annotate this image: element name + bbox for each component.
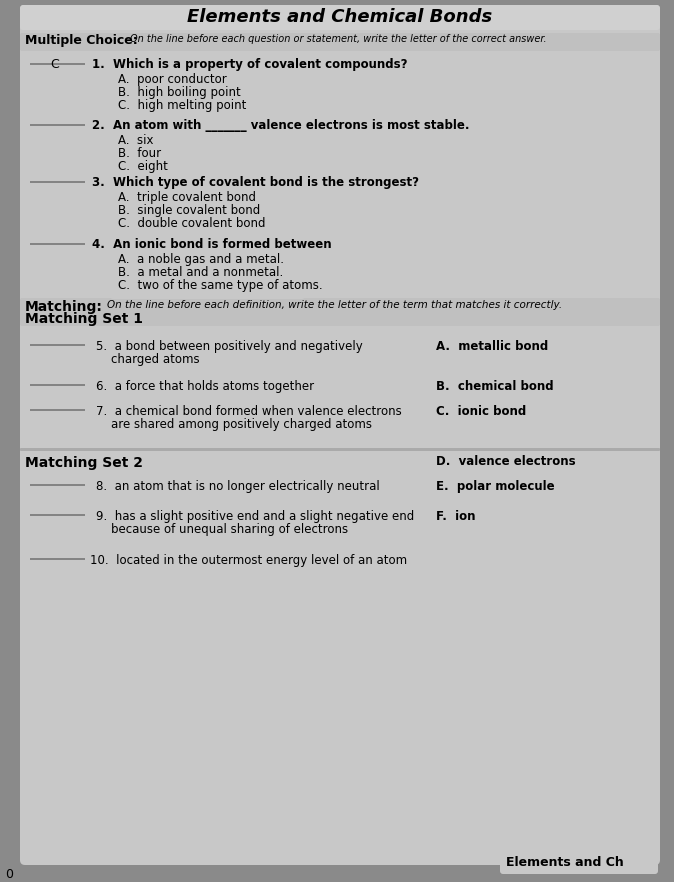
Text: 6.  a force that holds atoms together: 6. a force that holds atoms together [96, 380, 314, 393]
Text: On the line before each question or statement, write the letter of the correct a: On the line before each question or stat… [130, 34, 547, 44]
Text: A.  six: A. six [118, 134, 154, 147]
FancyBboxPatch shape [430, 403, 570, 420]
Text: B.  single covalent bond: B. single covalent bond [118, 204, 260, 217]
FancyBboxPatch shape [20, 33, 660, 51]
FancyBboxPatch shape [90, 378, 290, 395]
Text: A.  metallic bond: A. metallic bond [436, 340, 548, 353]
FancyBboxPatch shape [110, 71, 285, 119]
Text: 9.  has a slight positive end and a slight negative end: 9. has a slight positive end and a sligh… [96, 510, 415, 523]
Text: 5.  a bond between positively and negatively: 5. a bond between positively and negativ… [96, 340, 363, 353]
FancyBboxPatch shape [430, 453, 615, 470]
Text: C.  two of the same type of atoms.: C. two of the same type of atoms. [118, 279, 323, 292]
Text: 0: 0 [5, 868, 13, 881]
FancyBboxPatch shape [430, 378, 585, 395]
FancyBboxPatch shape [20, 5, 660, 865]
FancyBboxPatch shape [90, 338, 335, 368]
Text: A.  poor conductor: A. poor conductor [118, 73, 226, 86]
FancyBboxPatch shape [110, 189, 285, 237]
Text: C.  high melting point: C. high melting point [118, 99, 247, 112]
Text: Elements and Chemical Bonds: Elements and Chemical Bonds [187, 8, 493, 26]
FancyBboxPatch shape [430, 478, 590, 495]
Text: are shared among positively charged atoms: are shared among positively charged atom… [96, 418, 372, 431]
Text: B.  four: B. four [118, 147, 161, 160]
FancyBboxPatch shape [20, 298, 660, 326]
FancyBboxPatch shape [90, 508, 355, 538]
Text: Matching Set 1: Matching Set 1 [25, 312, 143, 326]
Text: Multiple Choice:: Multiple Choice: [25, 34, 137, 47]
Text: B.  high boiling point: B. high boiling point [118, 86, 241, 99]
Text: B.  a metal and a nonmetal.: B. a metal and a nonmetal. [118, 266, 283, 279]
Text: 4.  An ionic bond is formed between: 4. An ionic bond is formed between [92, 238, 332, 251]
Text: B.  chemical bond: B. chemical bond [436, 380, 553, 393]
Text: C: C [51, 58, 59, 71]
Text: 7.  a chemical bond formed when valence electrons: 7. a chemical bond formed when valence e… [96, 405, 402, 418]
FancyBboxPatch shape [20, 5, 660, 30]
Text: charged atoms: charged atoms [96, 353, 200, 366]
Text: 1.  Which is a property of covalent compounds?: 1. Which is a property of covalent compo… [92, 58, 408, 71]
Text: F.  ion: F. ion [436, 510, 475, 523]
FancyBboxPatch shape [430, 508, 530, 525]
Text: A.  triple covalent bond: A. triple covalent bond [118, 191, 256, 204]
FancyBboxPatch shape [20, 448, 660, 451]
FancyBboxPatch shape [85, 552, 360, 569]
Text: Matching:: Matching: [25, 300, 103, 314]
FancyBboxPatch shape [90, 478, 330, 495]
Text: 2.  An atom with _______ valence electrons is most stable.: 2. An atom with _______ valence electron… [92, 119, 470, 132]
Text: On the line before each definition, write the letter of the term that matches it: On the line before each definition, writ… [107, 300, 562, 310]
FancyBboxPatch shape [430, 338, 580, 355]
Text: C.  double covalent bond: C. double covalent bond [118, 217, 266, 230]
Text: E.  polar molecule: E. polar molecule [436, 480, 555, 493]
FancyBboxPatch shape [90, 403, 345, 433]
FancyBboxPatch shape [110, 251, 305, 299]
Text: C.  eight: C. eight [118, 160, 168, 173]
Text: D.  valence electrons: D. valence electrons [436, 455, 576, 468]
Text: Elements and Ch: Elements and Ch [506, 856, 623, 869]
Text: A.  a noble gas and a metal.: A. a noble gas and a metal. [118, 253, 284, 266]
Text: C.  ionic bond: C. ionic bond [436, 405, 526, 418]
Text: because of unequal sharing of electrons: because of unequal sharing of electrons [96, 523, 348, 536]
FancyBboxPatch shape [500, 854, 658, 874]
Text: 8.  an atom that is no longer electrically neutral: 8. an atom that is no longer electricall… [96, 480, 379, 493]
Text: 3.  Which type of covalent bond is the strongest?: 3. Which type of covalent bond is the st… [92, 176, 419, 189]
Text: 10.  located in the outermost energy level of an atom: 10. located in the outermost energy leve… [90, 554, 407, 567]
Text: Matching Set 2: Matching Set 2 [25, 456, 143, 470]
